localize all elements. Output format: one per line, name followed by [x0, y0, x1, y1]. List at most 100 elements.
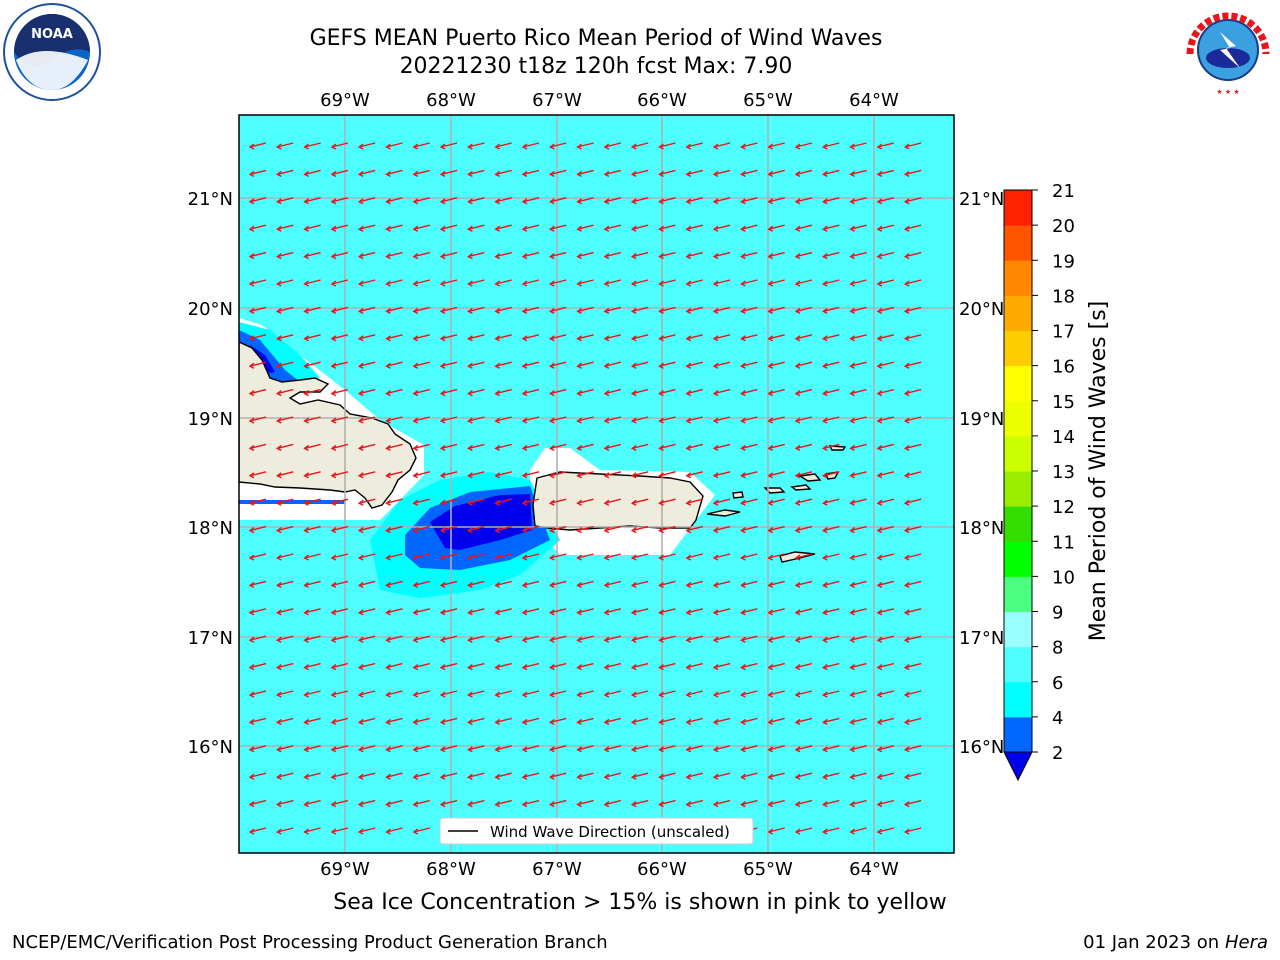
wind-arrow	[386, 553, 403, 559]
wind-arrow	[577, 334, 594, 340]
wind-arrow	[795, 443, 813, 450]
wind-arrow	[577, 608, 594, 614]
wind-arrow-head	[849, 773, 856, 780]
wind-arrow-head	[849, 801, 856, 808]
wind-arrow-head	[248, 444, 255, 452]
wind-arrow	[877, 416, 895, 422]
wind-arrow-head	[903, 554, 910, 561]
wind-arrow	[331, 251, 349, 258]
wind-arrow	[659, 745, 676, 751]
wind-arrow-head	[658, 280, 664, 287]
wind-arrow	[850, 662, 867, 669]
wind-arrow-head	[794, 691, 801, 698]
wind-arrow-head	[849, 691, 856, 698]
wind-arrow	[249, 416, 267, 422]
wind-arrow-head	[740, 335, 746, 342]
wind-arrow	[386, 334, 403, 340]
wind-arrow	[686, 306, 703, 313]
wind-arrow-head	[685, 691, 692, 698]
wind-arrow-head	[548, 691, 555, 698]
wind-arrow	[905, 142, 922, 148]
wind-arrow-head	[248, 828, 255, 835]
wind-arrow-head	[740, 390, 746, 397]
wind-arrow	[331, 416, 349, 422]
wind-arrow-head	[576, 444, 583, 452]
wind-arrow-head	[712, 143, 719, 150]
wind-arrow	[905, 443, 922, 450]
wind-arrow-head	[796, 856, 800, 861]
wind-arrow-head	[439, 417, 446, 424]
wind-arrow-head	[658, 143, 664, 150]
wind-arrow	[413, 142, 430, 148]
wind-arrow	[659, 416, 676, 422]
wind-arrow	[277, 251, 294, 258]
wind-arrow	[659, 471, 676, 477]
wind-arrow	[877, 662, 895, 669]
wind-arrow-head	[439, 253, 446, 260]
wind-arrow-head	[303, 390, 310, 397]
wind-arrow-head	[303, 335, 310, 342]
wind-arrow-head	[330, 691, 337, 698]
wind-arrow-head	[467, 581, 473, 589]
wind-arrow-head	[357, 225, 364, 232]
wind-arrow-head	[412, 170, 419, 178]
wind-arrow-head	[712, 362, 719, 369]
wind-arrow-head	[275, 390, 282, 397]
legend-label: Wind Wave Direction (unscaled)	[490, 823, 730, 841]
wind-arrow-head	[630, 472, 637, 479]
wind-arrow	[604, 197, 622, 203]
wind-arrow	[741, 498, 758, 504]
wind-arrow-head	[794, 198, 801, 205]
wind-arrow	[331, 169, 349, 176]
wind-arrow-head	[767, 143, 774, 150]
wind-arrow	[905, 306, 922, 313]
wind-arrow-head	[903, 390, 910, 397]
wind-arrow-head	[248, 198, 255, 205]
wind-arrow-head	[330, 390, 337, 397]
wind-arrow-head	[903, 581, 910, 589]
wind-arrow	[795, 197, 813, 203]
wind-arrow-head	[248, 417, 255, 424]
wind-arrow-head	[494, 362, 501, 369]
wind-arrow-head	[712, 499, 719, 506]
wind-arrow	[522, 142, 540, 148]
wind-arrow	[440, 525, 458, 532]
wind-arrow	[468, 662, 485, 669]
wind-arrow-head	[248, 499, 255, 506]
wind-arrow	[440, 772, 458, 778]
wind-arrow	[249, 772, 267, 778]
wind-arrow	[823, 580, 840, 587]
wind-arrow	[468, 745, 485, 751]
wind-arrow-head	[740, 362, 746, 369]
wind-arrow-head	[712, 636, 719, 643]
wind-arrow-head	[658, 664, 664, 671]
wind-arrow-head	[439, 609, 446, 616]
wind-arrow	[823, 197, 840, 203]
wind-arrow	[277, 279, 294, 285]
wind-arrow-head	[467, 691, 473, 698]
wind-arrow-head	[685, 746, 692, 753]
wind-arrow-head	[494, 609, 501, 616]
wind-arrow-head	[439, 718, 446, 726]
wind-arrow-head	[849, 554, 856, 561]
wind-arrow-head	[303, 801, 310, 808]
wind-arrow-head	[767, 444, 774, 452]
wind-arrow-head	[712, 444, 719, 452]
colorbar-segment	[1004, 576, 1032, 612]
wind-arrow	[359, 169, 376, 176]
wind-arrow-head	[275, 527, 282, 534]
wind-arrow	[331, 471, 349, 477]
wind-arrow-head	[767, 362, 774, 369]
wind-arrow-head	[821, 225, 828, 232]
wind-arrow-head	[357, 362, 364, 369]
wind-arrow-head	[767, 773, 774, 780]
wind-arrow	[686, 745, 703, 751]
wind-arrow-head	[357, 417, 364, 424]
wind-arrow	[440, 580, 458, 587]
colorbar-tick-label: 6	[1052, 673, 1063, 694]
wind-arrow	[277, 416, 294, 422]
wind-arrow	[659, 388, 676, 395]
wind-arrow-head	[439, 170, 446, 178]
wind-arrow-head	[330, 170, 337, 178]
colorbar-tick-label: 13	[1052, 462, 1075, 483]
